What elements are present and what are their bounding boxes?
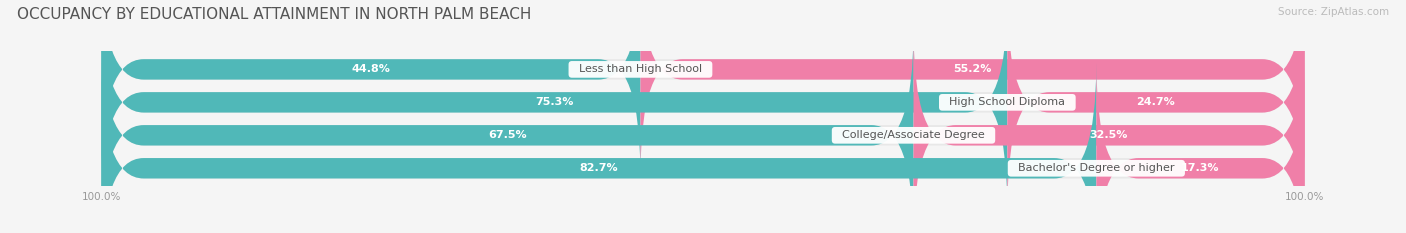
FancyBboxPatch shape — [101, 30, 1305, 233]
FancyBboxPatch shape — [1007, 0, 1305, 208]
FancyBboxPatch shape — [101, 0, 1305, 175]
FancyBboxPatch shape — [101, 0, 1305, 208]
FancyBboxPatch shape — [1097, 63, 1305, 233]
Text: 55.2%: 55.2% — [953, 64, 991, 74]
Text: 24.7%: 24.7% — [1136, 97, 1175, 107]
FancyBboxPatch shape — [641, 0, 1305, 175]
FancyBboxPatch shape — [101, 63, 1097, 233]
Text: OCCUPANCY BY EDUCATIONAL ATTAINMENT IN NORTH PALM BEACH: OCCUPANCY BY EDUCATIONAL ATTAINMENT IN N… — [17, 7, 531, 22]
FancyBboxPatch shape — [101, 30, 914, 233]
Text: College/Associate Degree: College/Associate Degree — [835, 130, 991, 140]
Text: Bachelor's Degree or higher: Bachelor's Degree or higher — [1011, 163, 1181, 173]
FancyBboxPatch shape — [101, 63, 1305, 233]
FancyBboxPatch shape — [101, 0, 1007, 208]
Text: Source: ZipAtlas.com: Source: ZipAtlas.com — [1278, 7, 1389, 17]
Text: 44.8%: 44.8% — [352, 64, 391, 74]
Text: 67.5%: 67.5% — [488, 130, 527, 140]
FancyBboxPatch shape — [914, 30, 1305, 233]
FancyBboxPatch shape — [101, 0, 641, 175]
Text: 32.5%: 32.5% — [1090, 130, 1128, 140]
Text: 75.3%: 75.3% — [536, 97, 574, 107]
Text: 82.7%: 82.7% — [579, 163, 619, 173]
Text: 17.3%: 17.3% — [1181, 163, 1219, 173]
Text: Less than High School: Less than High School — [572, 64, 709, 74]
Text: High School Diploma: High School Diploma — [942, 97, 1073, 107]
